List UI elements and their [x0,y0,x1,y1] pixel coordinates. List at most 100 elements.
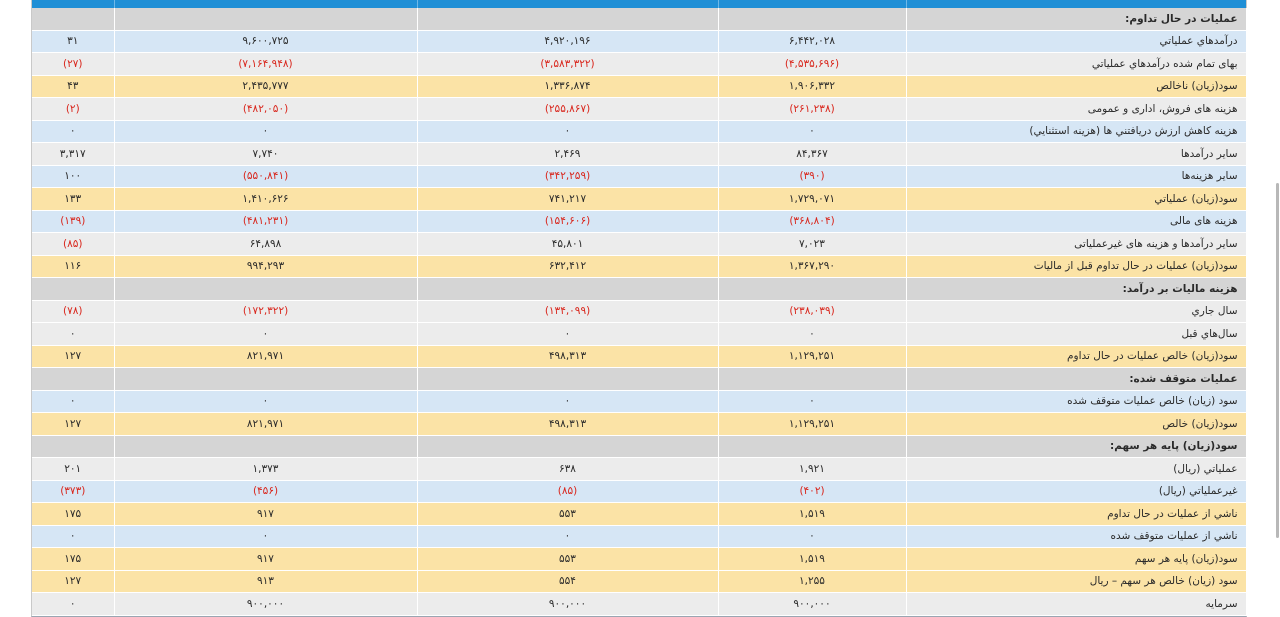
row-label-cell: ناشي از عمليات در حال تداوم [906,502,1247,526]
cell-value: (۴۰۲) [799,485,825,498]
cell-value: ۰ [69,395,76,408]
row-label: سرمايه [1205,597,1238,610]
row-label-cell: سود(زيان) خالص عمليات در حال تداوم [906,345,1247,368]
cell-value: ۱۲۷ [64,575,82,588]
cell-value: (۱۳۴,۰۹۹) [544,305,591,318]
cell-value: (۱۳۹) [60,215,86,228]
cell-value: (۷۸) [63,305,83,318]
row-label: سود(زيان) عمليات در حال تداوم قبل از مال… [1033,260,1238,273]
value-cell-c2: (۸۵) [417,480,719,503]
cell-value: (۸۵) [63,237,83,250]
cell-value: ۰ [809,125,815,138]
table-row: ۱۷۵ ۹۱۷ ۵۵۳ ۱,۵۱۹ سود(زيان) پايه هر سهم [32,547,1247,571]
value-cell-c2: ۲,۴۶۹ [417,142,719,166]
value-cell-c1: ۱,۷۲۹,۰۷۱ [718,187,907,211]
value-cell-c4 [32,8,115,31]
cell-value: ۱,۵۱۹ [799,507,825,520]
value-cell-c1: ۱,۱۲۹,۲۵۱ [718,412,907,436]
row-label: سال جاري [1191,305,1238,318]
table-row: ۱۱۶ ۹۹۴,۲۹۳ ۶۳۲,۴۱۲ ۱,۳۶۷,۲۹۰ سود(زيان) عملي… [32,255,1247,278]
cell-value: ۳,۳۱۷ [59,147,86,160]
value-cell-c1: ۱,۹۰۶,۳۳۲ [718,75,907,98]
value-cell-c2 [417,367,719,391]
row-label-cell: سال‌هاي قبل [906,322,1247,346]
header-cell-period-1 [719,0,908,8]
value-cell-c3: ۲,۴۳۵,۷۷۷ [114,75,418,98]
table-row: ۱۳۳ ۱,۴۱۰,۶۲۶ ۷۴۱,۲۱۷ ۱,۷۲۹,۰۷۱ سود(زيان) عم… [32,187,1247,211]
cell-value: ۰ [262,125,269,138]
value-cell-c1: ۷,۰۲۳ [718,232,907,256]
section-header-row: عمليات متوقف شده: [32,367,1247,391]
value-cell-c4: ۰ [32,525,115,548]
row-label-cell: سود (زيان) خالص عمليات متوقف شده [906,390,1247,413]
scrollbar-thumb[interactable] [1276,183,1279,538]
value-cell-c3: ۸۲۱,۹۷۱ [114,345,418,368]
cell-value: (۳۹۰) [799,170,825,183]
header-cell-period-3 [115,0,418,8]
value-cell-c3: ۰ [114,120,418,143]
value-cell-c3: ۰ [114,525,418,548]
income-statement-table: عملیات در حال تداوم: ۳۱ ۹,۶۰۰,۷۲۵ ۴,۹۲۰,۱۹۶… [31,0,1247,617]
value-cell-c4: (۱۳۹) [32,210,115,233]
row-label-cell: هزينه کاهش ارزش دريافتني ها (هزينه استثن… [906,120,1247,143]
value-cell-c2: ۰ [417,322,719,346]
value-cell-c4: ۱۲۷ [32,345,115,368]
value-cell-c3: ۰ [114,322,418,346]
value-cell-c2: ۴,۹۲۰,۱۹۶ [417,30,719,53]
cell-value: ۱,۳۷۳ [252,462,279,475]
value-cell-c1: ۱,۲۵۵ [718,570,907,593]
value-cell-c2: (۲۵۵,۸۶۷) [417,97,719,121]
value-cell-c1: ۱,۵۱۹ [718,502,907,526]
cell-value: (۲) [65,102,80,115]
row-label: هزينه کاهش ارزش دريافتني ها (هزينه استثن… [1029,125,1238,138]
value-cell-c4: ۱۱۶ [32,255,115,278]
value-cell-c1: ۱,۳۶۷,۲۹۰ [718,255,907,278]
value-cell-c4: ۱۰۰ [32,165,115,188]
table-row: (۱۳۹) (۴۸۱,۲۳۱) (۱۵۴,۶۰۶) (۳۶۸,۸۰۴) هزينه ها… [32,210,1247,233]
value-cell-c4: ۱۲۷ [32,412,115,436]
cell-value: ۹۰۰,۰۰۰ [548,597,587,610]
cell-value: ۹۱۷ [257,552,274,565]
value-cell-c1: ۶,۴۴۲,۰۲۸ [718,30,907,53]
value-cell-c2: ۵۵۳ [417,547,719,571]
table-row: ۳۱ ۹,۶۰۰,۷۲۵ ۴,۹۲۰,۱۹۶ ۶,۴۴۲,۰۲۸ درآمدهاي عم… [32,30,1247,53]
cell-value: ۹۰۰,۰۰۰ [793,597,831,610]
cell-value: ۰ [262,395,269,408]
cell-value: (۸۵) [557,485,578,498]
cell-value: ۹۱۷ [257,507,274,520]
cell-value: ۶۳۲,۴۱۲ [548,260,587,273]
cell-value: ۱۰۰ [64,170,82,183]
value-cell-c1: ۰ [718,322,907,346]
cell-value: (۱۷۲,۳۲۲) [242,305,289,318]
row-label-cell: ساير درآمدها و هزينه هاى غيرعملياتى [906,232,1247,256]
cell-value: ۶,۴۴۲,۰۲۸ [788,35,836,48]
cell-value: ۱,۵۱۹ [799,552,825,565]
value-cell-c1: (۴,۵۳۵,۶۹۶) [718,52,907,76]
cell-value: ۳۱ [67,35,79,48]
value-cell-c1: ۱,۵۱۹ [718,547,907,571]
cell-value: ۰ [809,395,815,408]
row-label: هزينه ماليات بر درآمد: [1122,282,1238,295]
row-label-cell: هزينه هاى فروش، ادارى و عمومى [906,97,1247,121]
cell-value: ۰ [564,125,571,138]
value-cell-c1: ۱,۹۲۱ [718,457,907,481]
value-cell-c4: ۰ [32,390,115,413]
value-cell-c1: (۳۹۰) [718,165,907,188]
vertical-scrollbar[interactable] [1274,0,1280,616]
value-cell-c4 [32,277,115,301]
value-cell-c2: (۱۵۴,۶۰۶) [417,210,719,233]
cell-value: ۰ [69,327,76,340]
cell-value: ۰ [564,327,571,340]
cell-value: ۲۰۱ [64,462,82,475]
cell-value: ۰ [564,395,571,408]
value-cell-c4: ۳,۳۱۷ [32,142,115,166]
value-cell-c4: ۳۱ [32,30,115,53]
value-cell-c3 [114,8,418,31]
row-label: عمليات متوقف شده: [1129,372,1238,385]
row-label: ناشي از عمليات در حال تداوم [1107,507,1238,520]
value-cell-c3: (۴۸۱,۲۳۱) [114,210,418,233]
table-row: ۰ ۹۰۰,۰۰۰ ۹۰۰,۰۰۰ ۹۰۰,۰۰۰ سرمايه [32,592,1247,616]
value-cell-c2: ۷۴۱,۲۱۷ [417,187,719,211]
row-label: سال‌هاي قبل [1181,327,1238,340]
row-label-cell: هزينه هاى مالى [906,210,1247,233]
